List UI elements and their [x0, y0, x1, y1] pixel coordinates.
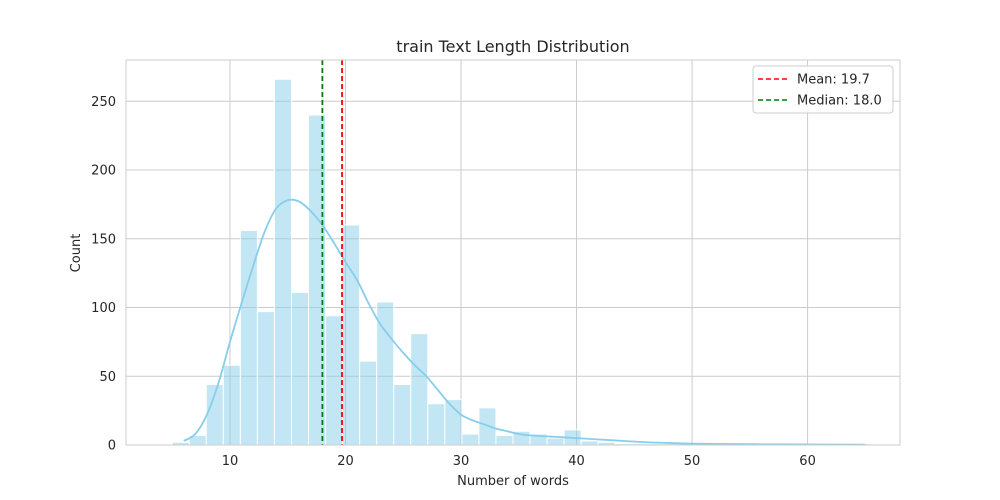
histogram-bar [580, 440, 599, 446]
histogram-bar [444, 399, 463, 446]
kde-curve [183, 198, 866, 446]
histogram-bar [273, 78, 292, 446]
x-tick-label: 50 [684, 454, 701, 469]
histogram-bar [393, 384, 412, 446]
legend: Mean: 19.7 Median: 18.0 [752, 65, 894, 114]
y-axis-label: Count [69, 234, 84, 273]
legend-median-label: Median: 18.0 [797, 94, 882, 109]
legend-mean-label: Mean: 19.7 [797, 73, 870, 88]
histogram-bar [546, 437, 565, 446]
x-tick-label: 10 [222, 454, 239, 469]
histogram-bar [461, 433, 480, 446]
y-tick-label: 100 [91, 301, 116, 316]
histogram-bar [410, 333, 429, 446]
reference-lines [321, 60, 343, 445]
x-tick-label: 30 [453, 454, 470, 469]
chart-title: train Text Length Distribution [396, 37, 629, 56]
y-tick-label: 200 [91, 164, 116, 179]
x-tick-label: 20 [337, 454, 354, 469]
plot-frame [125, 59, 901, 446]
y-tick-label: 250 [91, 95, 116, 110]
histogram-bar [290, 291, 310, 446]
histogram-bar [325, 315, 344, 446]
histogram-bars [171, 78, 872, 446]
histogram-bar [256, 311, 275, 446]
x-axis-label: Number of words [457, 474, 569, 489]
histogram-bar [222, 364, 241, 446]
y-tick-label: 150 [91, 232, 116, 247]
y-tick-label: 0 [108, 439, 116, 454]
histogram-bar [342, 224, 361, 446]
histogram-bar [427, 403, 446, 446]
legend-box [752, 65, 894, 114]
histogram-bar [359, 360, 378, 446]
x-tick-labels: 10 20 30 40 50 60 [222, 454, 816, 469]
histogram-bar [495, 434, 514, 446]
y-tick-label: 50 [99, 370, 116, 385]
kde-curve-group [183, 198, 866, 446]
x-tick-label: 60 [799, 454, 816, 469]
y-tick-labels: 0 50 100 150 200 250 [91, 95, 116, 454]
x-tick-label: 40 [568, 454, 585, 469]
